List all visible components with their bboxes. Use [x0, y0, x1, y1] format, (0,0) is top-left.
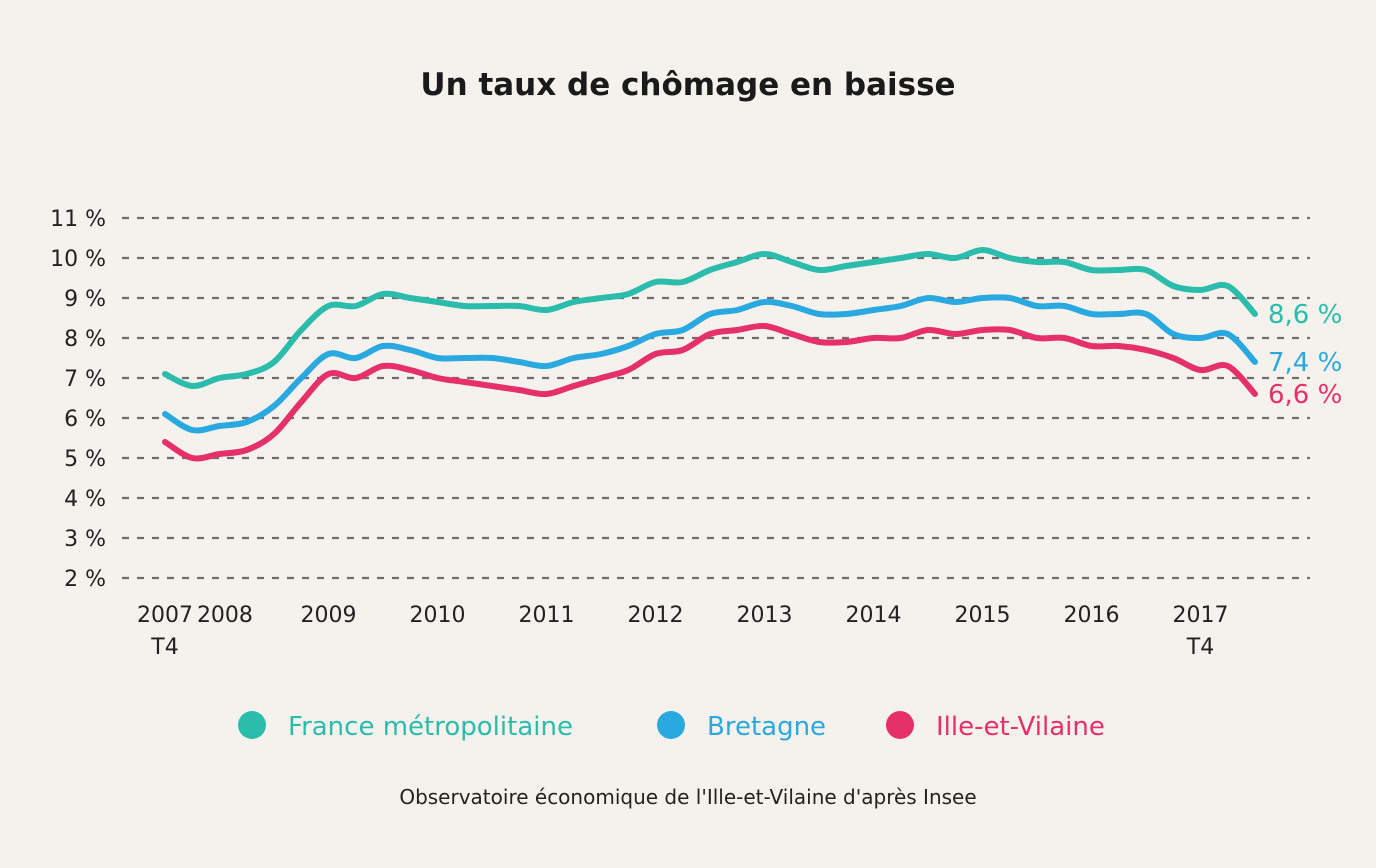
series-lines: [162, 247, 1258, 462]
legend-item: France métropolitaine: [238, 711, 573, 742]
x-tick-sublabel: T4: [150, 635, 178, 660]
legend-item: Ille-et-Vilaine: [886, 711, 1105, 742]
legend: France métropolitaine Bretagne Ille-et-Vil…: [238, 711, 1105, 742]
y-tick-label: 6 %: [64, 407, 106, 432]
x-tick-label: 2009: [301, 603, 357, 628]
x-tick-label: 2017: [1173, 603, 1229, 628]
y-tick-label: 9 %: [64, 287, 106, 312]
x-tick-label: 2012: [628, 603, 684, 628]
x-tick-label: 2011: [519, 603, 575, 628]
end-value-label: 7,4 %: [1268, 348, 1342, 378]
y-tick-label: 11 %: [50, 207, 106, 232]
chart-title: Un taux de chômage en baisse: [420, 67, 955, 103]
end-value-label: 6,6 %: [1268, 380, 1342, 410]
x-axis: 2007 T4 2008 2009 2010 2011 2012 2013 2014 2015 20…: [137, 603, 1229, 660]
legend-label: Ille-et-Vilaine: [936, 712, 1105, 742]
source-note: Observatoire économique de l'Ille-et-Vil…: [399, 785, 976, 809]
legend-marker: [657, 711, 685, 739]
y-tick-label: 4 %: [64, 487, 106, 512]
legend-marker: [238, 711, 266, 739]
y-tick-label: 8 %: [64, 327, 106, 352]
series-line-bretagne: [162, 294, 1258, 434]
end-value-label: 8,6 %: [1268, 300, 1342, 330]
legend-label: France métropolitaine: [288, 712, 573, 742]
legend-marker: [886, 711, 914, 739]
series-line-france-m-tropolitaine: [162, 247, 1258, 390]
x-tick-label: 2014: [846, 603, 902, 628]
x-tick-label: 2013: [737, 603, 793, 628]
end-labels: 8,6 % 7,4 %6,6 %: [1268, 300, 1342, 410]
y-tick-label: 7 %: [64, 367, 106, 392]
series-line-ille-et-vilaine: [162, 322, 1258, 462]
x-tick-label: 2016: [1064, 603, 1120, 628]
x-tick-label: 2010: [410, 603, 466, 628]
gridlines: [122, 216, 1310, 580]
y-tick-label: 5 %: [64, 447, 106, 472]
x-tick-sublabel: T4: [1186, 635, 1214, 660]
y-tick-label: 3 %: [64, 527, 106, 552]
y-axis: 11 % 10 % 9 % 8 % 7 % 6 % 5 % 4 % 3 % 2 %: [50, 207, 106, 592]
x-tick-label: 2007: [137, 603, 193, 628]
x-tick-label: 2008: [197, 603, 253, 628]
legend-item: Bretagne: [657, 711, 826, 742]
legend-label: Bretagne: [707, 712, 826, 742]
y-tick-label: 10 %: [50, 247, 106, 272]
y-tick-label: 2 %: [64, 567, 106, 592]
x-tick-label: 2015: [955, 603, 1011, 628]
